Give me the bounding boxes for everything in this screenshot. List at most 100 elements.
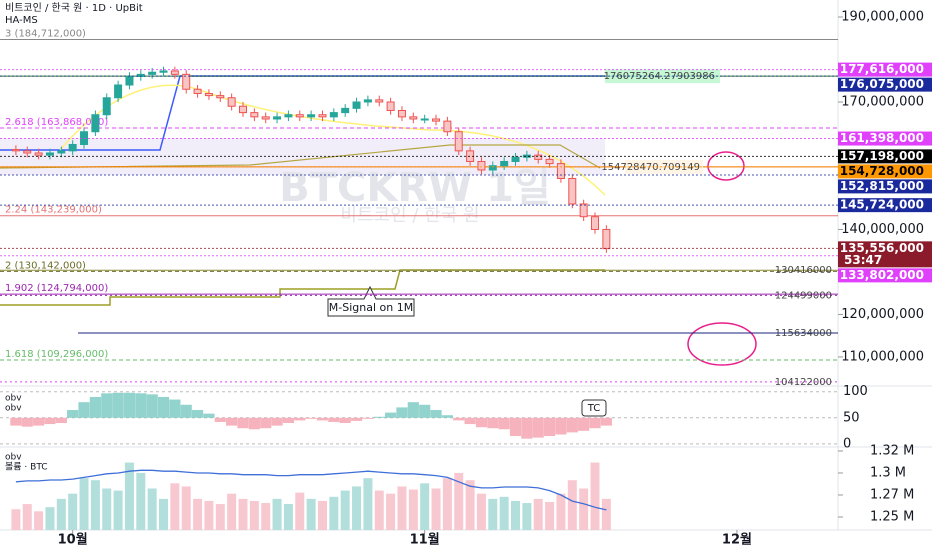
osc-bar xyxy=(373,416,385,418)
volume-bar xyxy=(170,483,180,530)
y-tick-label: 110,000,000 xyxy=(841,349,924,364)
volume-bar xyxy=(601,498,611,530)
candle-body xyxy=(204,92,213,97)
candle-body xyxy=(170,70,179,75)
price-tag-label: 154,728,000 xyxy=(840,164,924,178)
osc-bar xyxy=(600,417,612,426)
note: TC xyxy=(587,403,601,414)
highlight-circle xyxy=(687,322,757,366)
osc-bar xyxy=(407,402,419,418)
osc-bar xyxy=(385,412,397,418)
candle-body xyxy=(250,112,259,118)
volume-bar xyxy=(465,480,475,530)
osc-bar xyxy=(123,392,136,418)
highlight-circle xyxy=(707,151,745,181)
volume-bar xyxy=(533,498,543,530)
volume-bar xyxy=(181,486,191,530)
price-tag xyxy=(838,198,932,213)
osc-bar xyxy=(509,417,522,437)
osc-bar xyxy=(396,407,408,418)
candle-body xyxy=(534,154,543,160)
osc-bar xyxy=(521,417,533,439)
volume-bar xyxy=(545,501,555,530)
osc-bar xyxy=(248,417,260,430)
osc-bar xyxy=(555,417,567,435)
volume-bar xyxy=(363,478,373,530)
volume-bar xyxy=(249,500,259,530)
volume-bar xyxy=(397,486,407,530)
osc-bar xyxy=(441,415,453,418)
level-label-box xyxy=(605,69,720,84)
osc-bar xyxy=(362,417,374,419)
level-label: 154728470.709149 xyxy=(601,162,700,173)
annotation: M-Signal on 1M xyxy=(329,301,413,314)
candle-body xyxy=(193,88,202,94)
candle-body xyxy=(602,228,611,250)
volume-bar xyxy=(90,480,100,530)
candle-body xyxy=(579,203,588,218)
step-line xyxy=(0,144,601,169)
candle-body xyxy=(57,150,66,154)
volume-bar xyxy=(56,498,66,530)
osc-bar xyxy=(169,399,181,418)
osc-bar xyxy=(146,394,158,418)
osc-bar xyxy=(226,417,238,426)
callout xyxy=(327,285,415,317)
obv-line xyxy=(15,469,607,511)
volume-bar xyxy=(476,493,486,530)
candle-body xyxy=(363,99,372,103)
price-tag-label: 161,398,000 xyxy=(840,131,924,145)
volume-bar xyxy=(34,511,44,530)
candle-body xyxy=(591,216,600,230)
candle-body xyxy=(443,120,452,133)
level-label: 124499000 xyxy=(775,290,832,301)
osc-bar xyxy=(214,417,226,422)
price-tag xyxy=(838,179,932,194)
candle-body xyxy=(477,160,486,171)
pane-label: obv xyxy=(5,453,22,463)
fib-label: 1.618 (109,296,000) xyxy=(5,349,108,360)
volume-bar xyxy=(147,488,157,530)
price-tag xyxy=(838,164,932,179)
y-tick-label: 120,000,000 xyxy=(841,307,924,322)
candle-body xyxy=(454,131,463,152)
y-tick-label: 190,000,000 xyxy=(841,9,924,24)
osc-bar xyxy=(294,417,306,421)
osc-bar xyxy=(135,393,147,418)
osc-bar xyxy=(203,413,215,418)
volume-bar xyxy=(499,496,509,530)
price-tag xyxy=(838,268,932,283)
osc-bar xyxy=(350,417,363,421)
level-label: 130416000 xyxy=(775,265,832,276)
candle-body xyxy=(102,97,111,116)
osc-bar xyxy=(430,409,442,418)
price-tag xyxy=(838,77,932,92)
price-tag-label: 176,075,000 xyxy=(840,77,924,91)
y-tick-label: 140,000,000 xyxy=(841,222,924,237)
volume-bar xyxy=(590,462,600,530)
candle-body xyxy=(125,75,134,86)
volume-bar xyxy=(227,493,237,530)
osc-bar xyxy=(532,417,544,438)
osc-bar xyxy=(453,417,465,421)
candle-body xyxy=(511,156,520,162)
price-tag xyxy=(838,241,932,268)
osc-bar xyxy=(328,417,340,422)
volume-bar xyxy=(454,472,464,530)
volume-bar xyxy=(159,498,169,530)
candle-body xyxy=(216,95,225,99)
watermark: BTCKRW 1일 xyxy=(279,165,551,211)
volume-bar xyxy=(283,504,293,530)
level-label: 104122000 xyxy=(775,377,832,388)
candle-body xyxy=(556,163,565,179)
osc-bar xyxy=(191,409,204,418)
ma-curve xyxy=(59,84,606,196)
volume-bar xyxy=(442,478,452,530)
candle-body xyxy=(273,116,282,120)
y-tick-label: 1.25 M xyxy=(870,509,914,524)
volume-bar xyxy=(579,488,589,530)
volume-bar xyxy=(68,493,78,530)
x-tick-label: 12월 xyxy=(722,532,752,548)
candle-body xyxy=(45,152,54,156)
